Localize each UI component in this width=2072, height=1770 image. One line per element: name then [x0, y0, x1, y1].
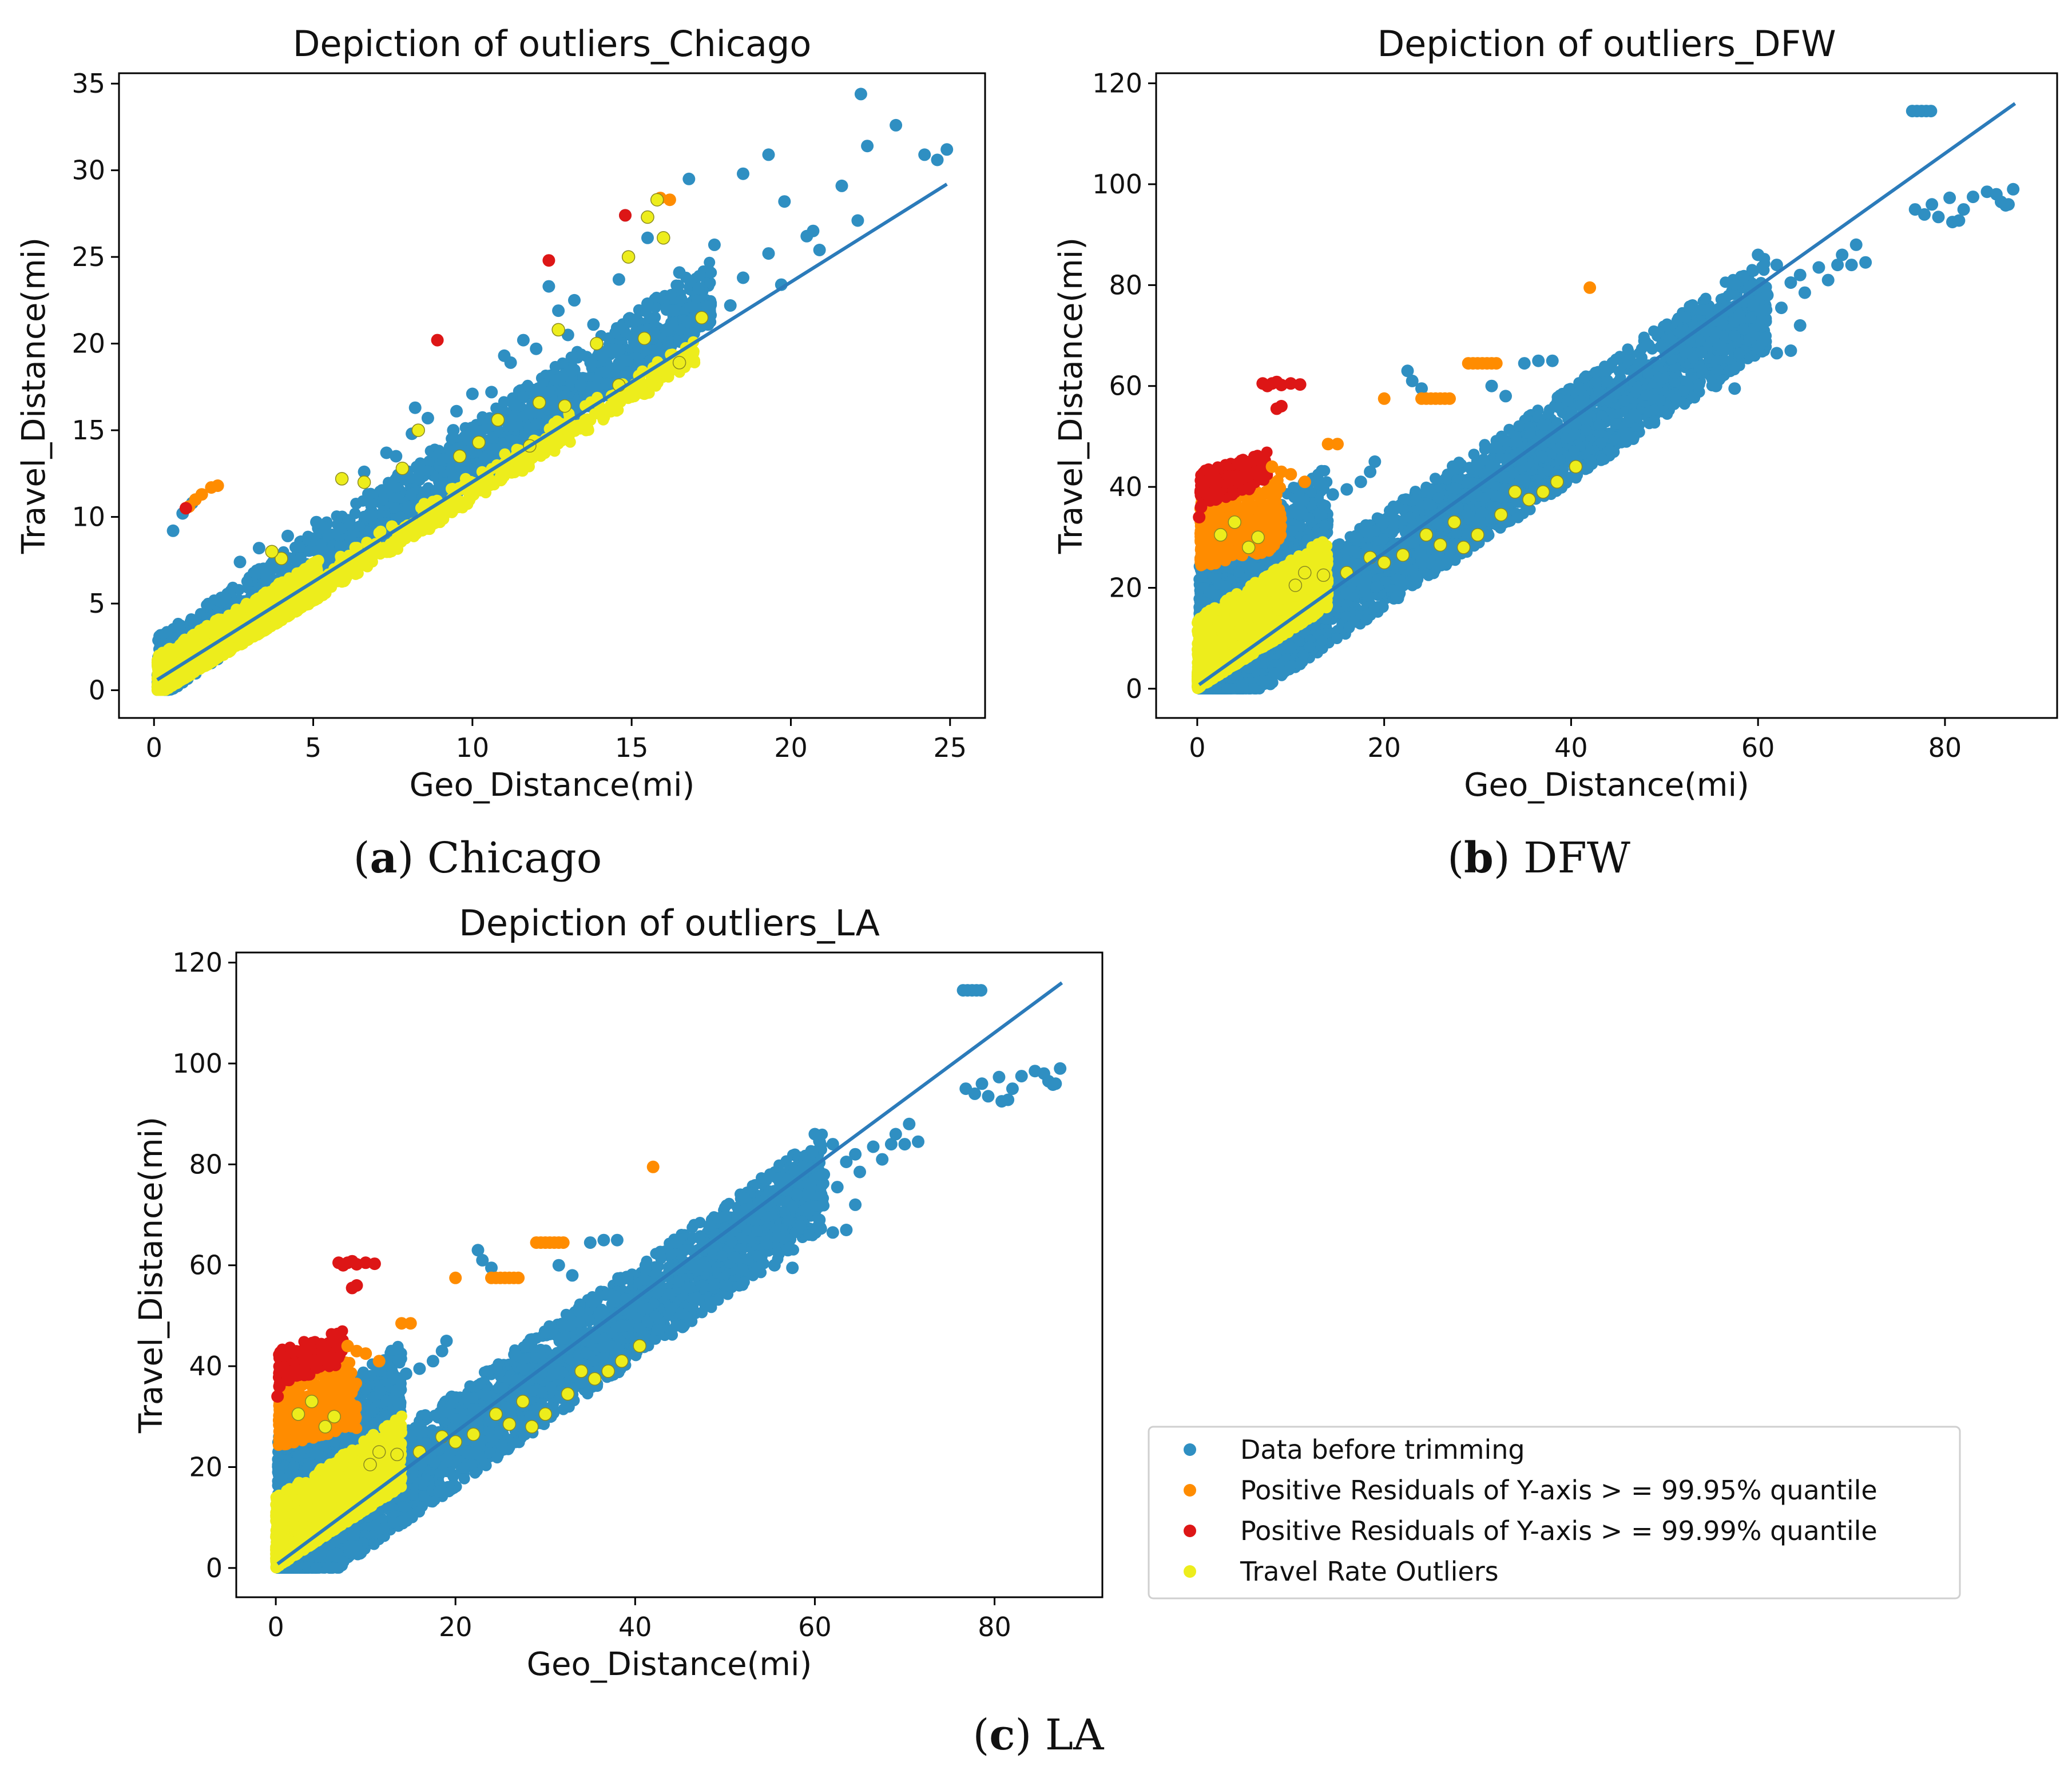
data-point	[213, 618, 225, 630]
data-point	[705, 267, 717, 279]
data-point	[190, 664, 203, 676]
data-point	[622, 355, 634, 367]
data-point	[662, 325, 674, 337]
data-point	[557, 357, 569, 369]
data-point	[202, 597, 214, 609]
data-point	[474, 425, 486, 437]
data-point	[241, 576, 253, 588]
data-point	[437, 453, 449, 465]
data-point	[334, 541, 346, 553]
data-point	[354, 520, 366, 532]
data-point	[293, 541, 305, 553]
data-point	[434, 481, 446, 493]
data-point	[533, 418, 545, 430]
data-point	[704, 256, 716, 268]
data-point	[447, 472, 459, 484]
data-point	[565, 351, 577, 363]
data-point	[592, 349, 604, 361]
data-point	[258, 617, 270, 629]
data-point	[364, 487, 376, 499]
data-point	[628, 313, 640, 326]
data-point	[310, 545, 321, 557]
data-point	[153, 661, 165, 673]
data-point	[511, 399, 523, 411]
data-point	[227, 581, 239, 593]
data-point	[487, 431, 499, 443]
data-point	[239, 601, 251, 613]
data-point	[366, 498, 378, 510]
data-point	[585, 381, 597, 393]
data-point	[255, 591, 267, 603]
data-point	[599, 366, 611, 378]
data-point	[557, 390, 569, 402]
data-point	[234, 638, 246, 650]
data-point	[392, 493, 403, 505]
data-point	[490, 402, 502, 414]
data-point	[463, 445, 475, 457]
data-point	[270, 618, 282, 630]
data-point	[169, 623, 180, 634]
data-point	[526, 405, 538, 416]
data-point	[249, 566, 261, 578]
data-point	[382, 482, 394, 494]
data-point	[157, 683, 169, 695]
data-point	[344, 514, 356, 526]
data-point	[632, 342, 644, 354]
data-point	[575, 348, 587, 360]
data-point	[517, 391, 529, 403]
data-point	[335, 523, 347, 535]
data-point	[566, 376, 577, 388]
data-point	[322, 531, 334, 543]
data-point	[534, 383, 546, 395]
data-point	[186, 641, 198, 653]
data-point	[701, 300, 713, 312]
data-point	[351, 498, 362, 510]
data-point	[158, 648, 170, 660]
data-point	[614, 344, 626, 356]
data-point	[586, 372, 598, 384]
data-point	[377, 494, 389, 506]
data-point	[220, 593, 232, 604]
data-point	[223, 645, 235, 657]
data-point	[366, 510, 378, 522]
data-point	[411, 461, 422, 473]
data-point	[498, 396, 510, 408]
data-point	[584, 357, 596, 369]
cloud-rate	[291, 336, 701, 614]
data-point	[281, 607, 293, 618]
data-point	[478, 452, 490, 464]
data-point	[230, 610, 242, 622]
data-point	[422, 465, 434, 477]
data-point	[402, 501, 414, 513]
data-point	[310, 555, 322, 567]
data-point	[549, 374, 561, 386]
data-point	[665, 288, 677, 300]
data-point	[459, 430, 471, 442]
data-point	[681, 316, 693, 328]
data-point	[603, 346, 615, 358]
data-point	[375, 507, 387, 519]
data-point	[319, 522, 331, 534]
data-point	[394, 511, 406, 523]
data-point	[405, 489, 417, 501]
data-point	[201, 622, 213, 634]
data-point	[274, 564, 286, 576]
data-point	[704, 277, 716, 289]
data-point	[423, 455, 435, 467]
plot-area	[151, 88, 954, 696]
data-point	[404, 472, 416, 484]
data-point	[610, 322, 622, 334]
data-point	[243, 628, 255, 640]
data-point	[389, 502, 401, 514]
data-point	[569, 364, 581, 376]
data-point	[165, 678, 177, 690]
